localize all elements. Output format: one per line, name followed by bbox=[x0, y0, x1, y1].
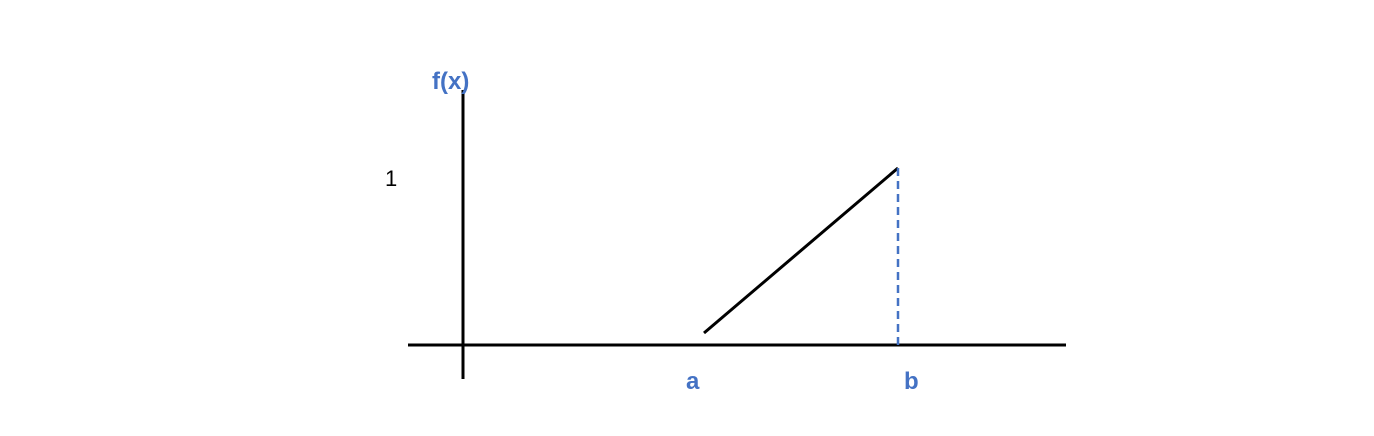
y-tick-one-label: 1 bbox=[385, 166, 398, 191]
function-line bbox=[703, 166, 899, 335]
x-point-b-label: b bbox=[904, 368, 919, 395]
y-axis-label: f(x) bbox=[432, 68, 470, 95]
x-point-a-label: a bbox=[686, 368, 700, 395]
